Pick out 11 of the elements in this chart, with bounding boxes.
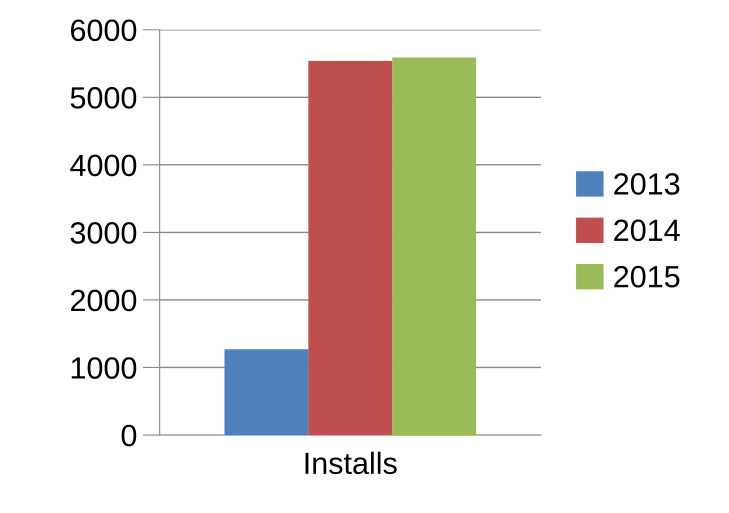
x-tick-label: Installs xyxy=(306,452,397,474)
y-tick-label: 0 xyxy=(122,424,136,446)
legend-label: 2013 xyxy=(614,173,680,195)
y-tick-label: 4000 xyxy=(70,154,136,176)
legend-label: 2014 xyxy=(614,219,680,242)
y-tick-label: 3000 xyxy=(70,222,136,244)
legend-label: 2015 xyxy=(614,266,680,288)
y-tick-label: 2000 xyxy=(71,290,136,312)
y-tick-label: 6000 xyxy=(71,19,136,42)
y-tick-label: 1000 xyxy=(72,357,136,379)
y-tick-label: 5000 xyxy=(70,87,136,109)
